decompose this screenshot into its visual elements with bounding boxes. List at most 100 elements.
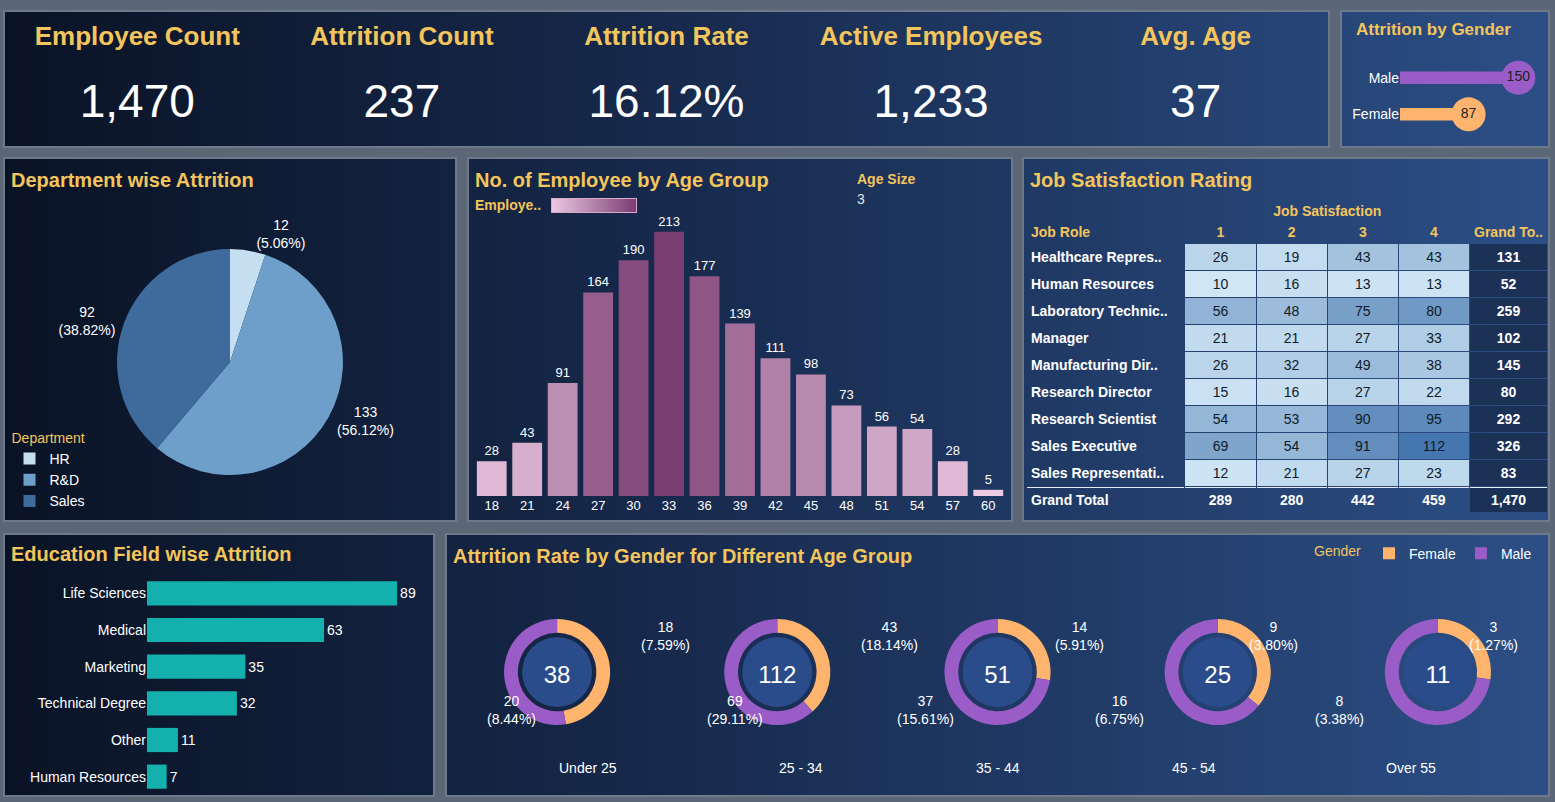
svg-text:Life Sciences: Life Sciences [63, 585, 146, 601]
html-text:Attrition Rate by Gender for D: Attrition Rate by Gender for Different A… [453, 545, 913, 567]
svg-text:21: 21 [520, 498, 534, 513]
html-text:19: 19 [1283, 249, 1300, 265]
svg-text:Human Resources: Human Resources [30, 769, 146, 785]
svg-text:25 - 34: 25 - 34 [779, 760, 823, 776]
svg-text:91: 91 [555, 365, 569, 380]
svg-text:25: 25 [1204, 661, 1231, 688]
html-text:Job Satisfaction Rating: Job Satisfaction Rating [1030, 169, 1253, 191]
svg-text:9(3.80%): 9(3.80%) [1249, 619, 1298, 653]
svg-text:43(18.14%): 43(18.14%) [861, 619, 918, 653]
svg-text:36: 36 [697, 498, 711, 513]
svg-text:69(29.11%): 69(29.11%) [707, 693, 763, 727]
svg-text:11: 11 [1425, 661, 1450, 688]
svg-text:Medical: Medical [98, 622, 146, 638]
svg-text:150: 150 [1507, 68, 1531, 84]
svg-text:92(38.82%): 92(38.82%) [59, 304, 116, 338]
svg-text:139: 139 [729, 306, 751, 321]
html-text:16.12%: 16.12% [588, 75, 745, 127]
html-text:No. of Employee by Age Group: No. of Employee by Age Group [475, 169, 769, 191]
html-text:1,470: 1,470 [79, 75, 195, 127]
html-text:Employe..: Employe.. [475, 197, 542, 213]
html-text:Healthcare Repres..: Healthcare Repres.. [1031, 249, 1162, 265]
svg-text:177: 177 [694, 258, 716, 273]
html-text:237: 237 [363, 75, 441, 127]
svg-text:Department: Department [12, 430, 85, 446]
svg-text:3(1.27%): 3(1.27%) [1469, 619, 1518, 653]
svg-text:87: 87 [1461, 105, 1477, 121]
svg-text:Other: Other [111, 732, 146, 748]
svg-text:43: 43 [520, 425, 534, 440]
svg-text:Technical Degree: Technical Degree [38, 695, 146, 711]
svg-text:24: 24 [555, 498, 569, 513]
svg-text:42: 42 [768, 498, 782, 513]
html-text:Job Satisfaction: Job Satisfaction [1273, 203, 1382, 219]
svg-text:7: 7 [170, 769, 178, 785]
svg-text:Marketing: Marketing [85, 659, 146, 675]
svg-text:30: 30 [626, 498, 640, 513]
svg-text:18(7.59%): 18(7.59%) [641, 619, 690, 653]
svg-text:28: 28 [485, 443, 499, 458]
svg-text:5: 5 [985, 472, 992, 487]
svg-text:38: 38 [544, 661, 571, 688]
svg-text:HR: HR [50, 451, 70, 467]
svg-text:Male: Male [1501, 546, 1532, 562]
html-text:Attrition Rate: Attrition Rate [584, 21, 749, 51]
svg-text:35 - 44: 35 - 44 [976, 760, 1020, 776]
svg-text:56: 56 [875, 409, 889, 424]
svg-text:51: 51 [984, 661, 1011, 688]
svg-text:89: 89 [400, 585, 416, 601]
svg-text:45: 45 [804, 498, 818, 513]
svg-text:213: 213 [658, 214, 680, 229]
html-text:Job Role: Job Role [1031, 224, 1091, 240]
html-text:Avg. Age: Avg. Age [1140, 21, 1251, 51]
svg-text:Sales: Sales [50, 493, 85, 509]
svg-text:164: 164 [587, 274, 609, 289]
svg-text:190: 190 [623, 242, 645, 257]
svg-text:18: 18 [484, 498, 498, 513]
svg-text:11: 11 [181, 732, 196, 748]
svg-text:8(3.38%): 8(3.38%) [1315, 693, 1364, 727]
svg-text:20(8.44%): 20(8.44%) [487, 693, 536, 727]
svg-text:16(6.75%): 16(6.75%) [1095, 693, 1144, 727]
svg-text:63: 63 [327, 622, 343, 638]
svg-text:39: 39 [733, 498, 747, 513]
svg-text:R&D: R&D [50, 472, 80, 488]
svg-text:98: 98 [804, 356, 818, 371]
html-text:Age Size: Age Size [857, 171, 916, 187]
svg-text:112: 112 [758, 661, 796, 688]
html-text:26: 26 [1212, 249, 1229, 265]
html-text:1,233: 1,233 [873, 75, 989, 127]
svg-text:Female: Female [1409, 546, 1456, 562]
svg-text:57: 57 [946, 498, 960, 513]
svg-text:Over 55: Over 55 [1386, 760, 1436, 776]
html-text:Attrition Count: Attrition Count [310, 21, 494, 51]
svg-text:27: 27 [591, 498, 605, 513]
svg-text:35: 35 [248, 659, 264, 675]
svg-text:111: 111 [766, 340, 786, 355]
svg-text:54: 54 [910, 498, 924, 513]
html-text:Employee Count: Employee Count [34, 21, 240, 51]
svg-text:28: 28 [946, 443, 960, 458]
svg-text:32: 32 [240, 695, 256, 711]
svg-text:60: 60 [981, 498, 995, 513]
html-text:Department wise Attrition: Department wise Attrition [11, 169, 254, 191]
svg-text:48: 48 [839, 498, 853, 513]
html-text:Grand To..: Grand To.. [1474, 224, 1543, 240]
svg-text:Male: Male [1369, 70, 1400, 86]
html-text:Education Field wise Attrition: Education Field wise Attrition [11, 543, 292, 565]
svg-text:45 - 54: 45 - 54 [1172, 760, 1216, 776]
svg-text:37(15.61%): 37(15.61%) [897, 693, 954, 727]
svg-text:12(5.06%): 12(5.06%) [256, 217, 305, 251]
svg-text:Under 25: Under 25 [559, 760, 617, 776]
svg-text:54: 54 [910, 411, 924, 426]
svg-text:14(5.91%): 14(5.91%) [1055, 619, 1104, 653]
svg-text:Gender: Gender [1314, 543, 1361, 559]
svg-text:51: 51 [875, 498, 889, 513]
html-text:37: 37 [1170, 75, 1222, 127]
svg-text:33: 33 [662, 498, 676, 513]
svg-text:133(56.12%): 133(56.12%) [337, 404, 394, 438]
html-text:Attrition by Gender: Attrition by Gender [1356, 20, 1511, 39]
svg-text:73: 73 [839, 387, 853, 402]
svg-text:Female: Female [1352, 106, 1399, 122]
html-text:Active Employees: Active Employees [819, 21, 1043, 51]
